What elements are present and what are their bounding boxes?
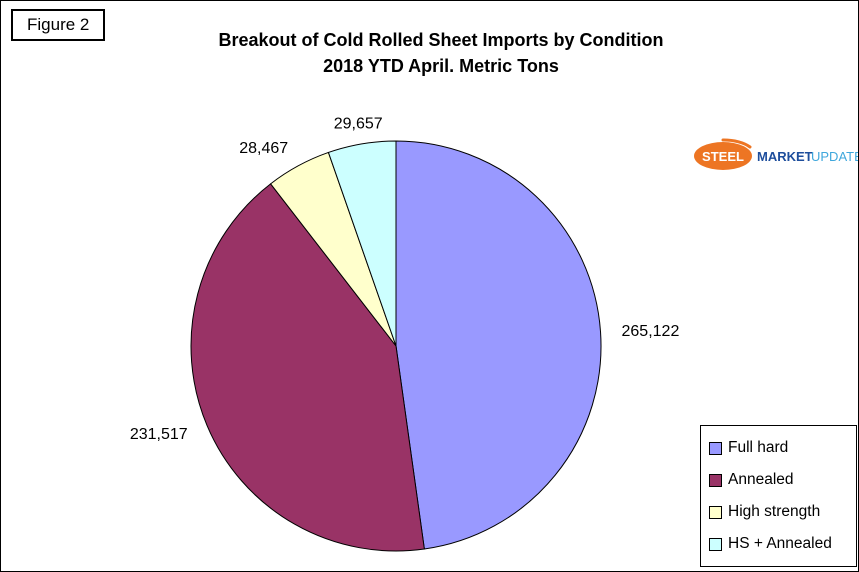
pie-slice-hs-annealed [327, 140, 397, 347]
legend-item-full-hard: Full hard [709, 439, 848, 457]
slice-value-label-hs-annealed: 29,657 [334, 116, 383, 133]
legend-swatch-annealed [709, 473, 722, 487]
legend-swatch-full-hard [709, 441, 722, 455]
legend: Full hard Annealed High strength HS + An… [700, 425, 857, 567]
logo-text-market: MARKET [757, 149, 813, 164]
logo-text-update: UPDATE [811, 149, 858, 164]
legend-swatch-hs-annealed [709, 537, 722, 551]
logo-swoosh-tail-icon [721, 138, 752, 149]
chart-title: Breakout of Cold Rolled Sheet Imports by… [21, 27, 858, 79]
legend-label-full-hard: Full hard [728, 439, 789, 456]
chart-title-line2: 2018 YTD April. Metric Tons [323, 56, 559, 76]
slice-value-label-annealed: 231,517 [130, 426, 188, 443]
legend-item-annealed: Annealed [709, 471, 848, 489]
legend-label-high-strength: High strength [728, 503, 821, 520]
legend-item-high-strength: High strength [709, 503, 848, 521]
legend-label-hs-annealed: HS + Annealed [728, 535, 832, 552]
logo-text-steel: STEEL [702, 149, 744, 164]
legend-swatch-high-strength [709, 505, 722, 519]
smu-logo-graphic: STEEL MARKET UPDATE [694, 138, 858, 170]
pie-slice-annealed [190, 183, 425, 552]
figure-label: Figure 2 [11, 9, 106, 41]
slice-value-label-high-strength: 28,467 [239, 140, 288, 157]
chart-title-line1: Breakout of Cold Rolled Sheet Imports by… [218, 30, 664, 50]
legend-item-hs-annealed: HS + Annealed [709, 535, 848, 553]
smu-logo: STEEL MARKET UPDATE [693, 137, 858, 175]
legend-label-annealed: Annealed [728, 471, 794, 488]
logo-swoosh-icon [694, 142, 752, 170]
pie-slice-full-hard [395, 140, 602, 550]
slice-value-label-full-hard: 265,122 [622, 323, 680, 340]
